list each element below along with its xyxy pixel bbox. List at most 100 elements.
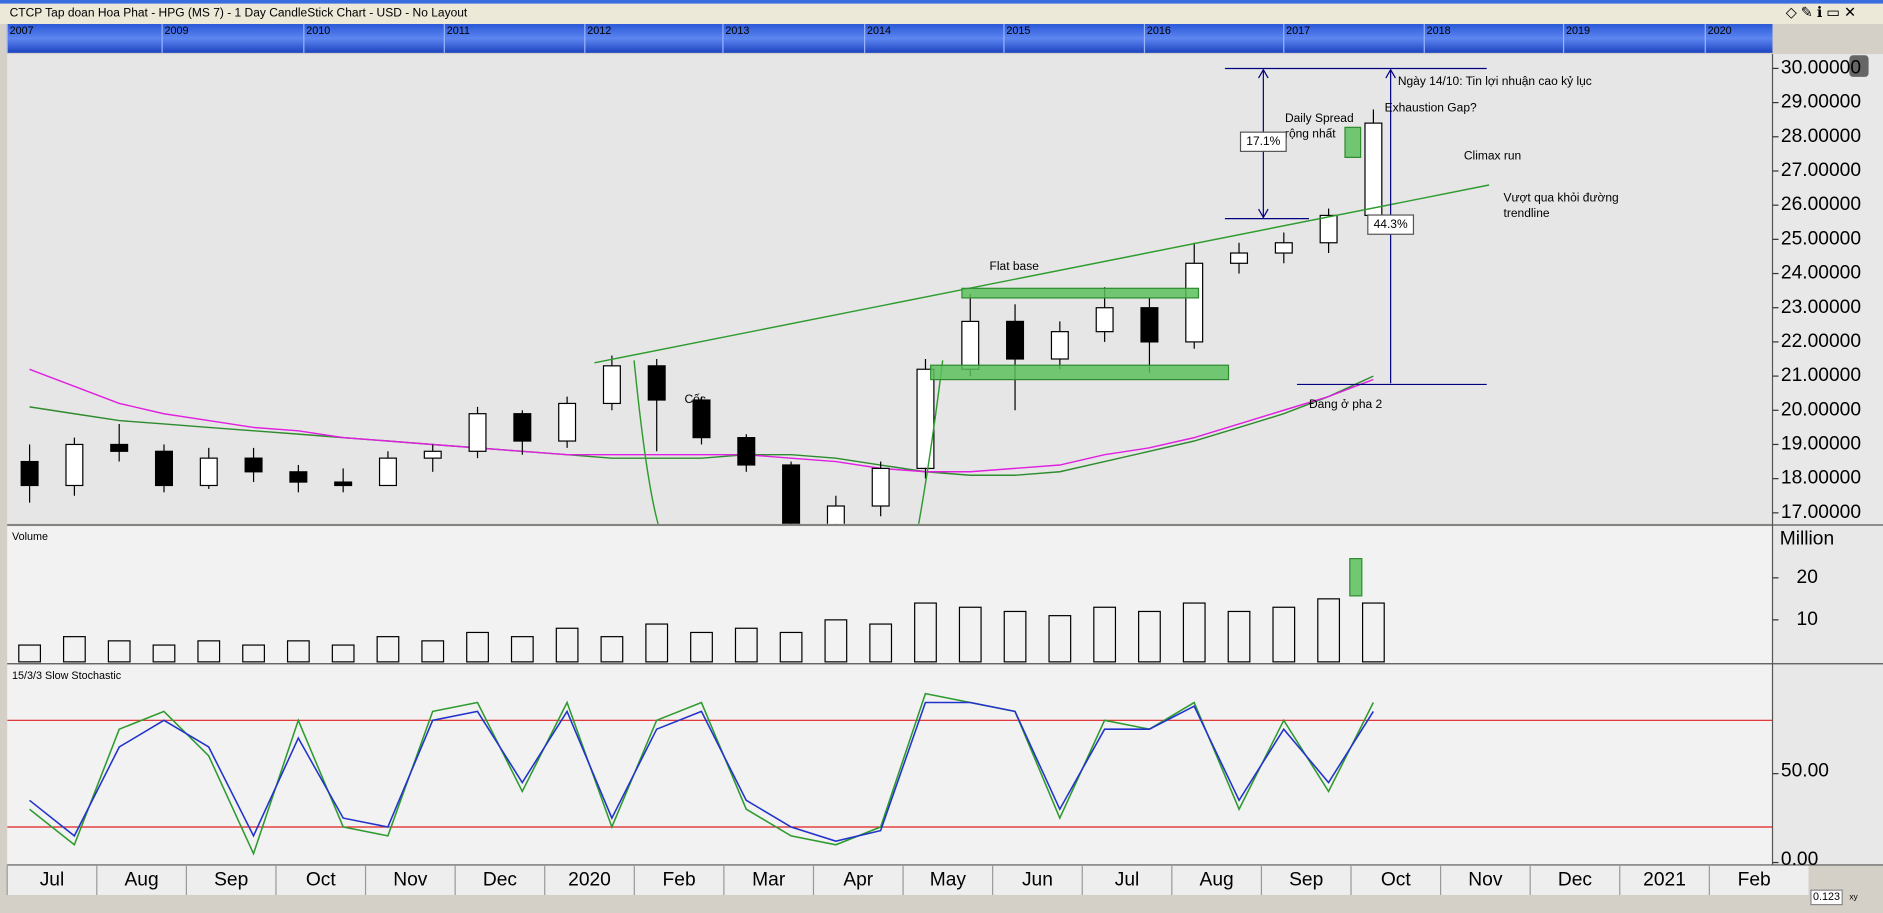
candles bbox=[20, 109, 1383, 524]
y-tick-label: 27.00000 bbox=[1781, 160, 1861, 181]
navigator-year: 2020 bbox=[1708, 25, 1732, 37]
volume-bar bbox=[18, 644, 42, 663]
candle-body bbox=[423, 450, 442, 459]
lock-button[interactable] bbox=[1849, 55, 1869, 77]
x-tick-label: Oct bbox=[306, 870, 337, 891]
y-tick-label: 0.00 bbox=[1781, 849, 1818, 870]
candle-body bbox=[154, 450, 173, 487]
right-axis bbox=[1772, 54, 1883, 865]
candle-body bbox=[513, 413, 532, 442]
y-tick-label: 10 bbox=[1797, 609, 1818, 630]
volume-bar bbox=[1048, 615, 1072, 663]
annotation-box bbox=[1239, 131, 1287, 152]
x-tick-label: Sep bbox=[214, 870, 248, 891]
x-tick-label: Jul bbox=[1115, 870, 1140, 891]
annotation: rộng nhất bbox=[1285, 127, 1336, 141]
y-tick-label: 23.00000 bbox=[1781, 297, 1861, 318]
y-tick-label: 50.00 bbox=[1781, 760, 1829, 781]
annotation: Exhaustion Gap? bbox=[1385, 100, 1477, 114]
volume-bar bbox=[376, 636, 400, 663]
x-tick-label: Sep bbox=[1289, 870, 1323, 891]
candle-body bbox=[826, 505, 845, 524]
x-tick-label: Nov bbox=[1468, 870, 1503, 891]
y-tick-label: 28.00000 bbox=[1781, 126, 1861, 147]
navigator-year: 2012 bbox=[587, 25, 611, 37]
y-tick-label: 19.00000 bbox=[1781, 434, 1861, 455]
navigator-year: 2014 bbox=[867, 25, 891, 37]
volume-bar bbox=[421, 640, 445, 663]
navigator-year: 2010 bbox=[306, 25, 330, 37]
arrow-head bbox=[1258, 68, 1269, 219]
candle-body bbox=[871, 467, 890, 507]
volume-bar bbox=[690, 631, 713, 663]
x-tick-label: Jun bbox=[1022, 870, 1053, 891]
annotation: Daily Spread bbox=[1285, 111, 1354, 125]
x-tick-label: Jul bbox=[40, 870, 65, 891]
candle-body bbox=[1230, 252, 1249, 264]
x-tick-label: Mar bbox=[752, 870, 786, 891]
annotation: 44.3% bbox=[1374, 217, 1408, 231]
volume-bar bbox=[62, 636, 86, 663]
volume-bar bbox=[510, 636, 534, 663]
stochastic bbox=[7, 692, 1773, 856]
volume-highlight bbox=[1349, 558, 1363, 597]
annotation: trendline bbox=[1504, 206, 1550, 220]
flat-base-zone bbox=[930, 364, 1230, 381]
y-tick-label: 22.00000 bbox=[1781, 331, 1861, 352]
annotation: Vượt qua khỏi đường bbox=[1504, 190, 1619, 204]
volume-unit: Million bbox=[1780, 528, 1834, 549]
navigator[interactable] bbox=[7, 24, 1773, 53]
annotation: Flat base bbox=[990, 259, 1040, 273]
marks bbox=[7, 109, 1773, 856]
volume-bar bbox=[1361, 602, 1385, 663]
annotation: Ngày 14/10: Tin lợi nhuận cao kỷ lục bbox=[1398, 74, 1592, 88]
candle-body bbox=[1319, 214, 1338, 244]
panel-title: 15/3/3 Slow Stochastic bbox=[12, 670, 122, 682]
moving-average bbox=[29, 375, 1374, 476]
x-tick-label: Aug bbox=[125, 870, 159, 891]
flat-base-zone bbox=[961, 287, 1200, 299]
annotation: Climax run bbox=[1464, 148, 1521, 162]
volume-bar bbox=[466, 631, 489, 663]
window-title: CTCP Tap doan Hoa Phat - HPG (MS 7) - 1 … bbox=[10, 5, 468, 19]
candle-body bbox=[961, 320, 980, 370]
annotation: 17.1% bbox=[1246, 134, 1280, 148]
x-tick-label: May bbox=[930, 870, 967, 891]
zoom-value: 0.123 bbox=[1813, 891, 1840, 903]
panel-title: Volume bbox=[12, 531, 48, 543]
volume-bar bbox=[107, 640, 131, 663]
title-bar bbox=[0, 0, 1883, 25]
volume-bar bbox=[600, 636, 624, 663]
y-tick-label: 25.00000 bbox=[1781, 228, 1861, 249]
volume-bar bbox=[779, 631, 803, 663]
stochastic-line bbox=[29, 701, 1375, 842]
spread-highlight bbox=[1344, 126, 1362, 158]
cup-curve bbox=[633, 360, 659, 524]
navigator-year: 2016 bbox=[1147, 25, 1171, 37]
candle-body bbox=[1185, 262, 1204, 343]
y-tick-label: 30.00000 bbox=[1781, 57, 1861, 78]
y-tick-label: 21.00000 bbox=[1781, 365, 1861, 386]
volume-bar bbox=[824, 619, 848, 663]
labels: 2007 2009 2010 2011 2012 2013 2014 2015 2016 2017… bbox=[6, 24, 1861, 895]
x-tick-label: Feb bbox=[1738, 870, 1771, 891]
volume-panel bbox=[7, 526, 1773, 664]
candle-body bbox=[378, 457, 397, 487]
cup-curve bbox=[917, 360, 944, 524]
zoom-box[interactable] bbox=[1810, 889, 1843, 906]
volume-bar bbox=[1003, 610, 1027, 663]
window-button[interactable]: ◇ ✎ ℹ ▭ ✕ bbox=[1786, 5, 1856, 21]
x-tick-label: Oct bbox=[1381, 870, 1412, 891]
candle-body bbox=[468, 413, 487, 452]
candle-body bbox=[602, 365, 621, 405]
candle-body bbox=[65, 443, 84, 487]
volume-bar bbox=[1317, 598, 1341, 663]
annotation-box bbox=[1367, 214, 1415, 235]
x-tick-label: Apr bbox=[843, 870, 873, 891]
price-panel bbox=[7, 54, 1773, 524]
candle-body bbox=[782, 464, 801, 524]
navigator-year: 2011 bbox=[447, 25, 470, 37]
